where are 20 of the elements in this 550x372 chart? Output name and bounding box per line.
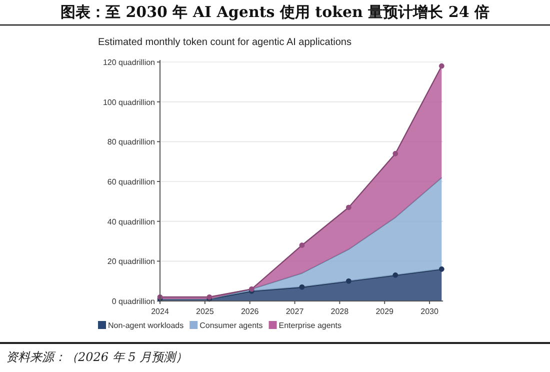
x-tick-label: 2028: [330, 307, 350, 316]
x-tick-label: 2026: [240, 307, 260, 316]
x-tick-label: 2030: [420, 307, 439, 316]
x-tick-label: 2027: [286, 307, 304, 316]
y-tick-label: 60 quadrillion: [107, 178, 155, 186]
chart-title: 图表：至 2030 年 AI Agents 使用 token 量预计增长 24 倍: [60, 3, 490, 21]
x-tick-label: 2029: [376, 307, 394, 316]
legend-label: Non-agent workloads: [108, 321, 184, 330]
legend-label: Enterprise agents: [278, 321, 342, 330]
x-tick-label: 2024: [151, 307, 170, 316]
legend-label: Consumer agents: [200, 321, 263, 330]
y-tick-label: 120 quadrillion: [102, 58, 155, 67]
text: 资料来源：（2026 年 5 月预测）: [6, 350, 188, 364]
y-tick-label: 100 quadrillion: [102, 98, 155, 107]
y-tick-label: 20 quadrillion: [107, 257, 155, 266]
y-tick-label: 40 quadrillion: [107, 217, 155, 226]
y-tick-label: 80 quadrillion: [107, 138, 155, 147]
y-tick-label: 0 quadrillion: [112, 297, 155, 306]
chart-subtitle: Estimated monthly token count for agentic AI applications: [98, 37, 352, 48]
x-tick-label: 2025: [196, 307, 214, 316]
